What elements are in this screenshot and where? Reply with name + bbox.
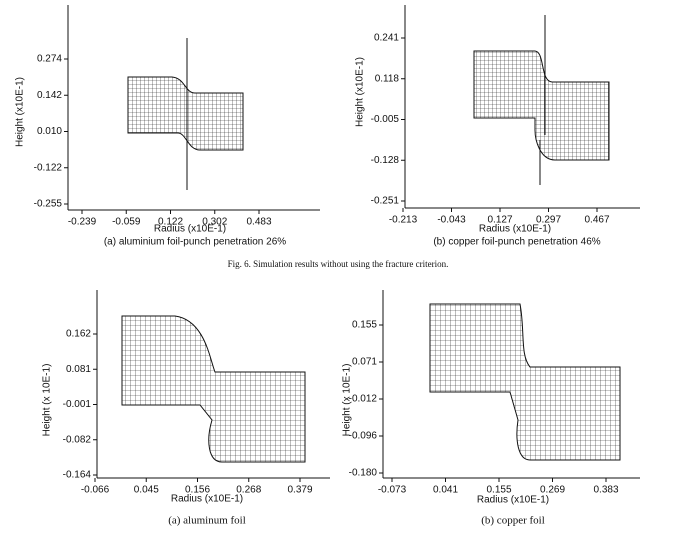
panel-caption: (b) copper foil-punch penetration 46%	[433, 237, 600, 248]
y-axis-label: Height (x 10E-1)	[342, 364, 353, 437]
y-tick-label: 0.142	[37, 90, 62, 101]
panel-caption: (b) copper foil	[481, 515, 545, 527]
y-tick-label: 0.081	[66, 364, 91, 375]
y-tick-label: 0.118	[375, 73, 400, 84]
mesh-aluminium-26	[127, 76, 244, 151]
x-tick-label: 0.268	[236, 485, 261, 496]
y-tick-label: 0.071	[352, 357, 377, 368]
figure-caption: Fig. 6. Simulation results without using…	[228, 259, 449, 269]
x-tick-label: -0.239	[68, 217, 97, 228]
y-tick-label: 0.155	[352, 320, 377, 331]
x-tick-label: 0.483	[246, 217, 271, 228]
y-tick-label: -0.251	[371, 196, 400, 207]
y-tick-label: -0.012	[349, 394, 378, 405]
x-tick-label: 0.045	[134, 485, 159, 496]
x-tick-label: 0.383	[593, 485, 618, 496]
mesh-copper-46	[473, 50, 610, 161]
panel-caption: (a) aluminium foil-punch penetration 26%	[104, 237, 286, 248]
x-tick-label: 0.302	[202, 217, 227, 228]
x-tick-label: 0.156	[185, 485, 210, 496]
y-tick-label: 0.241	[374, 33, 399, 44]
x-tick-label: 0.467	[584, 215, 609, 226]
x-axis-label: Radius (x10E-1)	[171, 494, 243, 505]
y-axis-label: Height (x10E-1)	[355, 57, 366, 127]
y-tick-label: -0.180	[349, 468, 378, 479]
x-tick-label: 0.041	[433, 485, 458, 496]
meshes	[121, 15, 621, 463]
x-tick-label: -0.066	[81, 485, 110, 496]
x-axis-label: Radius (x10E-1)	[479, 224, 551, 235]
x-tick-label: 0.122	[158, 217, 183, 228]
y-tick-label: -0.001	[63, 399, 92, 410]
mesh-copper	[429, 303, 621, 461]
x-tick-label: 0.269	[540, 485, 565, 496]
x-axis-label: Radius (x10E-1)	[154, 224, 226, 235]
y-tick-label: -0.096	[349, 431, 378, 442]
y-tick-label: -0.122	[34, 162, 63, 173]
x-tick-label: 0.127	[487, 215, 512, 226]
x-tick-label: -0.213	[389, 215, 418, 226]
x-axis-label: Radius (x10E-1)	[477, 495, 549, 506]
y-axis-label: Height (x 10E-1)	[42, 364, 53, 437]
y-tick-label: -0.128	[371, 155, 400, 166]
y-tick-label: 0.274	[37, 54, 62, 65]
x-tick-label: 0.155	[486, 485, 511, 496]
y-axis-label: Height (x10E-1)	[15, 77, 26, 147]
x-tick-label: -0.059	[112, 217, 141, 228]
y-tick-label: -0.164	[63, 470, 92, 481]
x-tick-label: 0.297	[536, 215, 561, 226]
y-tick-label: -0.082	[63, 434, 92, 445]
y-tick-label: 0.010	[37, 126, 62, 137]
y-tick-label: -0.005	[371, 114, 400, 125]
x-tick-label: 0.379	[287, 485, 312, 496]
x-tick-label: -0.043	[437, 215, 466, 226]
y-tick-label: -0.255	[34, 199, 63, 210]
panel-caption: (a) aluminum foil	[168, 515, 246, 527]
x-tick-label: -0.073	[378, 485, 407, 496]
y-tick-label: 0.162	[66, 329, 91, 340]
mesh-aluminum	[121, 315, 306, 463]
